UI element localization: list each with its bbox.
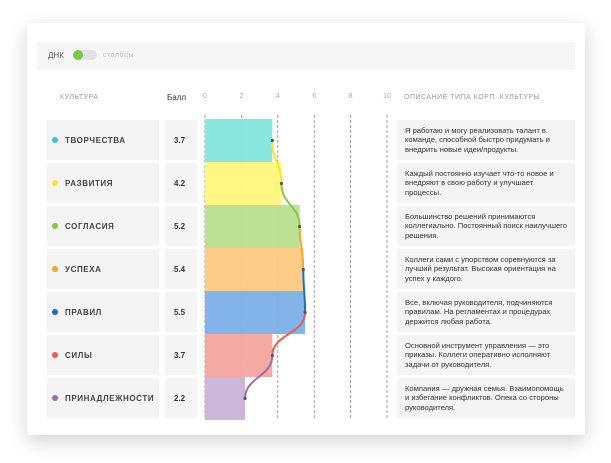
- culture-name-cell: СОГЛАСИЯ: [47, 206, 159, 246]
- bar: [205, 334, 273, 377]
- description: Компания — дружная семья. Взаимопомощь и…: [397, 378, 575, 418]
- bar: [205, 119, 273, 162]
- x-tick-label: 8: [349, 93, 353, 100]
- culture-name-cell: УСПЕХА: [47, 249, 159, 289]
- description: Я работаю и могу реализовать талант в ко…: [397, 120, 575, 160]
- score: 3.7: [165, 335, 197, 375]
- toggle-bar: ДНК столбцы: [37, 42, 575, 70]
- score: 4.2: [165, 163, 197, 203]
- value-point: [298, 224, 302, 229]
- bar: [205, 291, 306, 334]
- x-tick-label: 6: [312, 93, 316, 100]
- score: 3.7: [165, 120, 197, 160]
- culture-header: КУЛЬТУРА: [60, 94, 99, 101]
- score: 5.4: [165, 249, 197, 289]
- culture-dot: [52, 395, 58, 401]
- culture-name: ПРАВИЛ: [65, 307, 102, 317]
- dna-curve: [271, 140, 283, 184]
- culture-name-cell: ТВОРЧЕСТВА: [47, 120, 159, 160]
- description: Основной инструмент управления — это при…: [397, 335, 575, 375]
- description-header: ОПИСАНИЕ ТИПА КОРП. КУЛЬТУРЫ: [404, 94, 541, 101]
- toggle-left-label: ДНК: [48, 51, 64, 60]
- culture-name: СИЛЫ: [65, 350, 93, 360]
- bar: [205, 205, 300, 248]
- toggle-right-label: столбцы: [103, 52, 135, 59]
- culture-dot: [52, 137, 58, 143]
- value-point: [270, 138, 274, 143]
- culture-dot: [52, 266, 58, 272]
- culture-name: ТВОРЧЕСТВА: [65, 135, 126, 145]
- culture-name-cell: РАЗВИТИЯ: [47, 163, 159, 203]
- toggle-knob: [73, 50, 83, 60]
- card: ДНК столбцы КУЛЬТУРА Балл ОПИСАНИЕ ТИПА …: [27, 23, 585, 435]
- score: 5.2: [165, 206, 197, 246]
- description: Большинство решений принимаются коллегиа…: [397, 206, 575, 246]
- dna-curve: [302, 269, 307, 313]
- value-point: [301, 267, 305, 272]
- toggle-switch[interactable]: [73, 50, 97, 60]
- culture-name-cell: СИЛЫ: [47, 335, 159, 375]
- culture-name: УСПЕХА: [65, 264, 102, 274]
- x-tick-label: 10: [383, 93, 391, 100]
- value-point: [303, 310, 307, 315]
- culture-dot: [52, 352, 58, 358]
- score: 5.5: [165, 292, 197, 332]
- bar: [205, 248, 304, 291]
- description: Каждый постоянно изучает что-то новое и …: [397, 163, 575, 203]
- chart: 0 2 4 6 8 10: [203, 93, 391, 420]
- x-tick-label: 2: [239, 93, 243, 100]
- description: Коллеги сами с упорством соревнуются за …: [397, 249, 575, 289]
- description: Все, включая руководителя, подчиняются п…: [397, 292, 575, 332]
- bar: [205, 377, 246, 420]
- score: 2.2: [165, 378, 197, 418]
- x-tick-label: 0: [203, 93, 207, 100]
- culture-name-cell: ПРИНАДЛЕЖНОСТИ: [47, 378, 159, 418]
- culture-dot: [52, 223, 58, 229]
- dna-curve: [280, 183, 301, 227]
- dna-curve: [244, 355, 274, 399]
- bar: [205, 162, 282, 205]
- culture-dot: [52, 180, 58, 186]
- score-header: Балл: [167, 93, 187, 102]
- x-tick-label: 4: [276, 93, 280, 100]
- dna-curve: [298, 226, 305, 270]
- value-point: [243, 396, 247, 401]
- culture-name-cell: ПРАВИЛ: [47, 292, 159, 332]
- culture-dot: [52, 309, 58, 315]
- culture-name: ПРИНАДЛЕЖНОСТИ: [65, 393, 155, 403]
- culture-name: РАЗВИТИЯ: [65, 178, 114, 188]
- dna-curve: [271, 312, 307, 356]
- value-point: [270, 353, 274, 358]
- culture-name: СОГЛАСИЯ: [65, 221, 115, 231]
- value-point: [279, 181, 284, 186]
